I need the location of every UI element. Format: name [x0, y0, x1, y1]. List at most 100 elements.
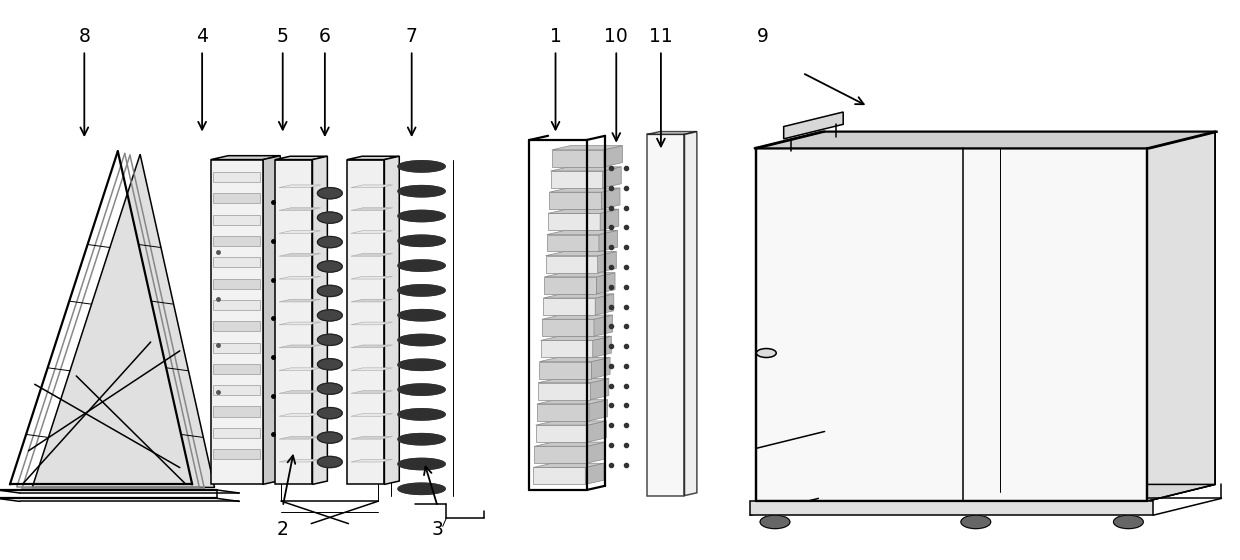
- Polygon shape: [398, 185, 445, 197]
- Polygon shape: [604, 146, 622, 167]
- Polygon shape: [551, 167, 621, 171]
- Polygon shape: [398, 483, 445, 494]
- Text: 9: 9: [756, 27, 769, 46]
- Polygon shape: [754, 132, 1218, 148]
- Polygon shape: [398, 211, 445, 222]
- Polygon shape: [351, 299, 393, 302]
- Polygon shape: [279, 459, 321, 462]
- Polygon shape: [279, 299, 321, 302]
- Polygon shape: [351, 414, 393, 416]
- Polygon shape: [279, 436, 321, 439]
- Polygon shape: [398, 260, 445, 271]
- Polygon shape: [591, 357, 610, 379]
- Polygon shape: [398, 161, 445, 172]
- Polygon shape: [351, 345, 393, 348]
- Polygon shape: [548, 209, 619, 213]
- Polygon shape: [398, 384, 445, 395]
- Polygon shape: [398, 483, 445, 494]
- Polygon shape: [546, 256, 598, 273]
- Polygon shape: [546, 251, 616, 256]
- Circle shape: [961, 515, 991, 529]
- Polygon shape: [275, 156, 327, 160]
- Polygon shape: [213, 214, 260, 225]
- Polygon shape: [213, 364, 260, 374]
- Polygon shape: [600, 209, 619, 230]
- Polygon shape: [351, 436, 393, 439]
- Polygon shape: [351, 254, 393, 256]
- Polygon shape: [534, 446, 587, 463]
- Circle shape: [317, 334, 342, 346]
- Polygon shape: [279, 185, 321, 188]
- Circle shape: [317, 358, 342, 370]
- Polygon shape: [542, 315, 613, 319]
- Polygon shape: [398, 459, 445, 470]
- Polygon shape: [213, 278, 260, 288]
- Polygon shape: [279, 414, 321, 416]
- Polygon shape: [279, 345, 321, 348]
- Polygon shape: [825, 132, 1215, 484]
- Polygon shape: [351, 391, 393, 393]
- Polygon shape: [279, 368, 321, 371]
- Text: 10: 10: [604, 27, 629, 46]
- Polygon shape: [536, 421, 606, 425]
- Circle shape: [317, 408, 342, 419]
- Polygon shape: [549, 192, 601, 209]
- Polygon shape: [398, 384, 445, 395]
- Polygon shape: [544, 277, 596, 294]
- Polygon shape: [538, 379, 609, 383]
- Polygon shape: [647, 134, 684, 496]
- Polygon shape: [347, 156, 399, 160]
- Polygon shape: [541, 340, 593, 357]
- Polygon shape: [398, 359, 445, 370]
- Polygon shape: [1147, 132, 1215, 501]
- Polygon shape: [213, 236, 260, 246]
- Polygon shape: [398, 433, 445, 445]
- Circle shape: [317, 456, 342, 468]
- Polygon shape: [588, 421, 606, 442]
- Polygon shape: [536, 425, 588, 442]
- Polygon shape: [398, 359, 445, 370]
- Circle shape: [317, 310, 342, 321]
- Polygon shape: [398, 334, 445, 346]
- Text: 4: 4: [196, 27, 208, 46]
- Polygon shape: [398, 285, 445, 296]
- Polygon shape: [547, 230, 618, 235]
- Polygon shape: [211, 156, 280, 160]
- Polygon shape: [32, 154, 215, 487]
- Polygon shape: [398, 409, 445, 420]
- Polygon shape: [398, 310, 445, 321]
- Text: 11: 11: [649, 27, 673, 46]
- Polygon shape: [279, 277, 321, 279]
- Polygon shape: [549, 188, 620, 192]
- Polygon shape: [589, 400, 608, 421]
- Polygon shape: [279, 208, 321, 211]
- Text: 1: 1: [549, 27, 562, 46]
- Circle shape: [317, 261, 342, 272]
- Polygon shape: [351, 368, 393, 371]
- Polygon shape: [543, 298, 595, 315]
- Polygon shape: [213, 321, 260, 332]
- Circle shape: [760, 515, 790, 529]
- Polygon shape: [601, 188, 620, 209]
- Polygon shape: [384, 156, 399, 484]
- Polygon shape: [547, 235, 599, 251]
- Polygon shape: [398, 260, 445, 271]
- Polygon shape: [598, 251, 616, 273]
- Polygon shape: [596, 273, 615, 294]
- Polygon shape: [684, 132, 697, 496]
- Polygon shape: [398, 235, 445, 246]
- Polygon shape: [213, 300, 260, 310]
- Polygon shape: [538, 383, 590, 400]
- Text: 2: 2: [277, 520, 289, 539]
- Polygon shape: [398, 235, 445, 246]
- Polygon shape: [539, 362, 591, 379]
- Circle shape: [1114, 515, 1143, 529]
- Polygon shape: [599, 230, 618, 251]
- Polygon shape: [213, 428, 260, 438]
- Circle shape: [317, 236, 342, 248]
- Polygon shape: [585, 463, 604, 484]
- Polygon shape: [552, 146, 622, 150]
- Polygon shape: [534, 442, 605, 446]
- Polygon shape: [351, 185, 393, 188]
- Polygon shape: [213, 407, 260, 417]
